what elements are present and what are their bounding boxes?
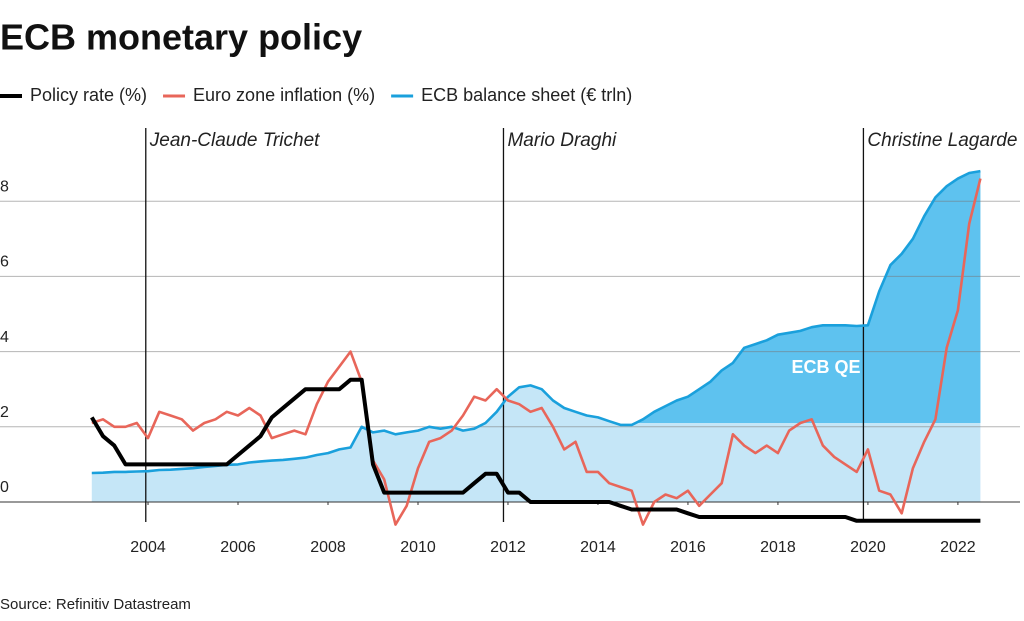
y-tick-label: 6 xyxy=(0,254,9,271)
plot-area: ECB QE 0 2 4 6 8 2004 2006 2008 2010 2012 2014 2016 2… xyxy=(0,128,1020,556)
shaded-region-label: ECB QE xyxy=(792,357,861,377)
legend-label: Euro zone inflation (%) xyxy=(193,85,375,105)
x-tick-label: 2010 xyxy=(400,539,436,556)
y-tick-label: 2 xyxy=(0,404,9,421)
annotation-label: Jean-Claude Trichet xyxy=(149,130,320,151)
x-tick-label: 2004 xyxy=(130,539,166,556)
x-tick-label: 2018 xyxy=(760,539,796,556)
shaded-region xyxy=(635,171,981,424)
y-tick-label: 4 xyxy=(0,329,9,346)
annotation-label: Christine Lagarde xyxy=(867,130,1017,151)
x-tick-label: 2006 xyxy=(220,539,256,556)
y-tick-label: 0 xyxy=(0,479,9,496)
legend: Policy rate (%) Euro zone inflation (%) EC… xyxy=(0,85,632,105)
line xyxy=(91,178,982,526)
x-tick-label: 2022 xyxy=(940,539,976,556)
line xyxy=(90,377,981,523)
y-tick-label: 8 xyxy=(0,178,9,195)
annotation-label: Mario Draghi xyxy=(507,130,617,151)
x-tick-label: 2008 xyxy=(310,539,346,556)
legend-label: ECB balance sheet (€ trln) xyxy=(421,85,632,105)
x-tick-label: 2012 xyxy=(490,539,526,556)
x-tick-label: 2016 xyxy=(670,539,706,556)
legend-label: Policy rate (%) xyxy=(30,85,147,105)
x-tick-label: 2014 xyxy=(580,539,616,556)
line xyxy=(91,169,981,475)
chart-title: ECB monetary policy xyxy=(0,17,362,58)
x-tick-label: 2020 xyxy=(850,539,886,556)
source-note: Source: Refinitiv Datastream xyxy=(0,596,191,613)
